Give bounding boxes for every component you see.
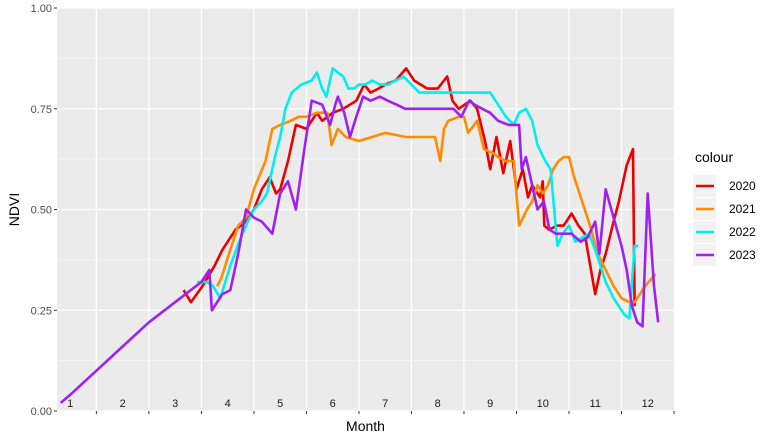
month-label: 8 [435,398,441,410]
series-line-2023 [59,95,660,404]
x-axis-title: Month [346,418,385,434]
y-tick-label: 0.25 [31,305,52,317]
month-label: 6 [330,398,336,410]
month-label: 9 [487,398,493,410]
month-label: 4 [225,398,231,410]
month-label: 2 [120,398,126,410]
legend-label-2023: 2023 [729,248,756,262]
series-layer [59,67,660,404]
month-label: 5 [277,398,283,410]
y-tick-label: 0.50 [31,205,52,217]
month-label: 3 [172,398,178,410]
y-tick-label: 0.75 [31,104,52,116]
legend-label-2021: 2021 [729,202,756,216]
series-line-2022 [197,67,639,320]
axes: 0.000.250.500.751.001 2 3 4 5 6 7 8 9 10 11 12 [31,3,675,418]
month-label: 12 [642,398,654,410]
grid-lines [57,7,674,412]
month-label: 7 [382,398,388,410]
y-tick-label: 1.00 [31,3,52,15]
series-line-2020 [182,67,636,307]
legend-title: colour [695,149,733,165]
legend-label-2020: 2020 [729,179,756,193]
month-label: 11 [590,398,601,410]
month-label: 10 [537,398,549,410]
legend-label-2022: 2022 [729,225,756,239]
y-tick-label: 0.00 [31,406,52,418]
y-axis-title: NDVI [6,193,22,226]
legend: colour 2020 2021 2022 2023 [693,149,756,266]
series-line-2021 [216,111,657,304]
month-label: 1 [67,398,73,410]
